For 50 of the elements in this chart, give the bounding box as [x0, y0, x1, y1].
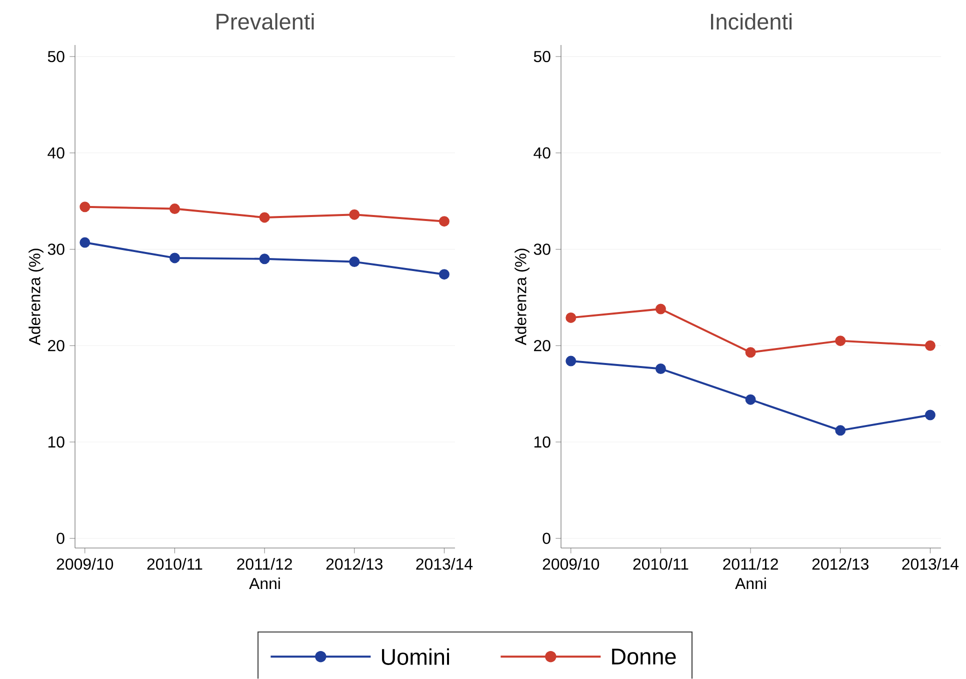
y-tick-label: 20 [48, 340, 64, 352]
point [438, 216, 450, 226]
y-tick-label: 0 [542, 532, 550, 544]
point [655, 363, 666, 374]
y-tick-label: 20 [534, 340, 550, 352]
y-tick-label: 10 [48, 436, 64, 448]
x-tick-label: 2013/14 [416, 558, 473, 570]
x-tick-label: 2010/11 [633, 558, 688, 570]
y-axis-title: Aderenza (%) [28, 248, 44, 346]
point [259, 212, 270, 223]
chart-title: Incidenti [711, 12, 792, 30]
y-tick-label: 40 [534, 147, 550, 158]
point [566, 356, 576, 366]
y-axis-title: Aderenza (%) [514, 248, 530, 346]
point [566, 312, 576, 323]
y-tick-label: 50 [48, 50, 64, 62]
y-tick-label: 0 [56, 532, 64, 544]
point [924, 410, 936, 420]
point [80, 202, 90, 212]
x-tick-label: 2009/10 [542, 558, 600, 570]
point [438, 268, 450, 280]
x-tick-label: 2010/11 [147, 558, 202, 570]
x-tick-label: 2009/10 [56, 558, 114, 570]
point [259, 254, 270, 264]
point [745, 394, 756, 405]
y-tick-label: 40 [48, 147, 64, 158]
point [835, 425, 846, 436]
x-tick-label: 2012/13 [326, 558, 382, 570]
x-axis-title: Anni [249, 577, 280, 589]
point [169, 252, 180, 264]
y-tick-label: 50 [534, 50, 550, 62]
point [80, 237, 90, 248]
x-tick-label: 2013/14 [902, 558, 959, 570]
chart-title: Prevalenti [216, 12, 314, 30]
x-axis-title: Anni [735, 577, 766, 589]
point [835, 335, 846, 346]
point [349, 256, 360, 267]
legend-label: Donne [612, 648, 676, 664]
y-tick-label: 30 [534, 244, 550, 255]
point [655, 304, 666, 314]
x-tick-label: 2011/12 [723, 558, 778, 570]
x-tick-label: 2011/12 [237, 558, 292, 570]
y-tick-label: 10 [534, 436, 550, 448]
point [349, 209, 360, 220]
legend-label: Uomini [382, 648, 450, 665]
point [169, 203, 180, 214]
y-tick-label: 30 [48, 244, 64, 255]
point [924, 340, 936, 351]
x-tick-label: 2012/13 [812, 558, 868, 570]
point [745, 347, 756, 358]
